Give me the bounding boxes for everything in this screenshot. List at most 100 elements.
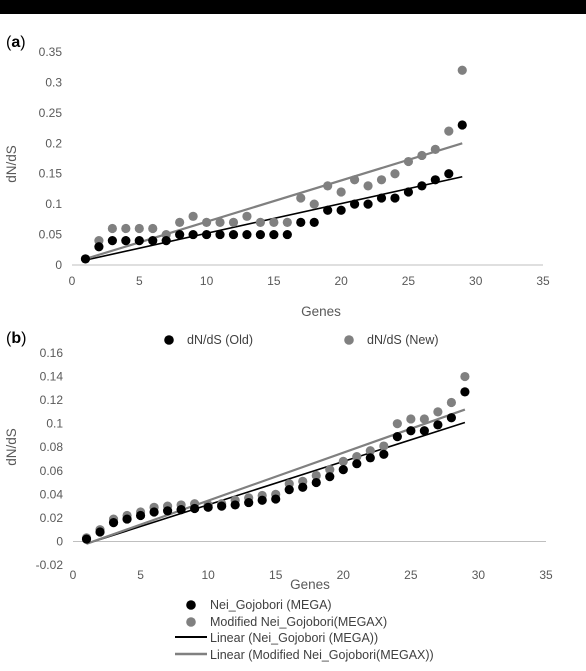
panel-a-point-series-1 [323, 205, 333, 215]
panel-a-point-series-1 [403, 187, 414, 197]
legend-marker-modified [186, 617, 196, 627]
legend-marker-nei [186, 600, 196, 610]
panel-a-point-series-1 [296, 217, 306, 227]
panel-b-x-tick-label: 10 [201, 568, 215, 582]
panel-a-point-series-1 [215, 229, 225, 240]
panel-b-point-series-1 [365, 453, 375, 463]
panel-a-x-axis-title: Genes [301, 304, 341, 319]
legend-label-old: dN/dS (Old) [187, 333, 253, 347]
panel-a-point-series-2 [336, 187, 346, 197]
panel-b-x-tick-label: 35 [539, 568, 553, 582]
panel-b-label: (b) [6, 330, 26, 347]
panel-a-x-tick-label: 35 [536, 274, 550, 288]
panel-a-y-axis-title: dN/dS [4, 145, 19, 183]
panel-b-y-tick-label: 0.14 [40, 370, 64, 384]
panel-b-point-series-1 [284, 485, 294, 495]
panel-b-point-series-1 [325, 472, 335, 482]
panel-b-point-series-2 [365, 446, 375, 456]
panel-a-y-tick-label: 0.3 [45, 75, 62, 89]
panel-b-point-series-2 [325, 465, 335, 475]
panel-b-point-series-1 [176, 505, 186, 515]
panel-b-x-tick-label: 15 [269, 568, 283, 582]
figure: (a) 0 5 10 15 20 25 30 3500.050.10.150.20.250.3… [4, 34, 553, 662]
legend-label-linear-nei: Linear (Nei_Gojobori (MEGA)) [210, 631, 378, 645]
panel-a-point-series-2 [457, 65, 467, 75]
panel-b-point-series-1 [257, 495, 267, 505]
panel-a-point-series-2 [282, 217, 292, 227]
panel-a-point-series-1 [148, 236, 158, 246]
panel-a-point-series-1 [94, 242, 104, 252]
panel-a-point-series-1 [161, 236, 171, 246]
panel-a-point-series-1 [175, 229, 185, 240]
panel-a-x-tick-label: 5 [136, 274, 143, 288]
panel-a-letter: a [11, 34, 20, 51]
panel-a-point-series-1 [430, 175, 440, 185]
legend-label-new: dN/dS (New) [367, 333, 439, 347]
panel-b-trendline-2 [86, 408, 466, 545]
panel-a-points [80, 65, 467, 264]
panel-a-point-series-2 [255, 217, 265, 227]
panel-a-point-series-2 [134, 223, 144, 234]
panel-a-x-tick-label: 0 [69, 274, 76, 288]
legend-label-nei: Nei_Gojobori (MEGA) [210, 598, 332, 612]
panel-b-point-series-1 [311, 477, 321, 488]
panel-b-point-series-1 [217, 501, 227, 511]
panel-b-point-series-1 [298, 482, 308, 492]
panel-a-point-series-1 [417, 181, 427, 191]
panel-b-point-series-1 [81, 534, 92, 544]
panel-b-y-tick-label: 0.02 [40, 511, 64, 525]
panel-b-y-tick-label: 0.12 [40, 393, 64, 407]
panel-a-point-series-2 [175, 217, 185, 227]
panel-b-point-series-1 [392, 432, 402, 442]
panel-b-trendlines [86, 408, 466, 545]
panel-b-point-series-1 [190, 503, 200, 514]
panel-b-point-series-1 [338, 465, 348, 475]
panel-b-letter: b [11, 330, 21, 347]
panel-a-point-series-2 [444, 126, 454, 136]
panel-b-point-series-1 [122, 514, 132, 524]
panel-a-y-tick-label: 0.05 [39, 228, 63, 242]
panel-a-y-tick-label: 0 [55, 258, 62, 272]
panel-a-point-series-2 [148, 223, 158, 234]
panel-b-point-series-1 [163, 506, 173, 516]
panel-b-point-series-1 [352, 459, 362, 469]
panel-b-point-series-2 [406, 414, 416, 424]
panel-a-point-series-2 [417, 150, 427, 161]
panel-a-point-series-1 [121, 236, 131, 246]
panel-b-point-series-1 [95, 527, 105, 537]
panel-b-point-series-1 [433, 420, 443, 430]
panel-a-x-tick-label: 10 [200, 274, 214, 288]
legend-marker-new [344, 335, 354, 345]
legend-marker-old [164, 335, 174, 345]
panel-b-ticks: 0 5 10 15 20 25 30 35 -0.02 0 0.02 0.04 0.06 0.08 0.1 0… [36, 346, 553, 582]
panel-a-point-series-2 [309, 199, 319, 209]
panel-b-chart: (b) 0 5 10 15 20 25 30 35 -0.02 0 0.02 0.04 0.06 0.08… [4, 330, 553, 662]
panel-a-y-tick-label: 0.1 [45, 197, 62, 211]
panel-a-point-series-1 [228, 229, 239, 240]
panel-a-point-series-1 [255, 229, 265, 240]
panel-b-y-tick-label: -0.02 [36, 558, 64, 572]
panel-b-y-axis-title: dN/dS [4, 428, 19, 466]
panel-a-point-series-2 [242, 211, 252, 221]
legend-label-linear-modified: Linear (Modified Nei_Gojobori(MEGAX)) [210, 648, 434, 662]
panel-a-point-series-1 [376, 193, 387, 203]
panel-a-point-series-1 [242, 229, 252, 240]
panel-b-point-series-2 [419, 414, 429, 424]
panel-b-point-series-2 [433, 407, 443, 417]
panel-b-point-series-2 [311, 470, 321, 481]
panel-a-point-series-2 [201, 217, 212, 227]
panel-b-x-tick-label: 30 [472, 568, 486, 582]
panel-b-trendline-1 [86, 421, 466, 545]
panel-b-point-series-2 [446, 397, 456, 408]
panel-b-y-tick-label: 0.16 [40, 346, 64, 360]
panel-b-y-tick-label: 0.1 [46, 417, 63, 431]
panel-a-label: (a) [6, 34, 26, 51]
panel-a-point-series-2 [107, 223, 117, 234]
panel-b-point-series-1 [406, 426, 416, 436]
panel-a-y-tick-label: 0.25 [39, 106, 63, 120]
legend-label-modified: Modified Nei_Gojobori(MEGAX) [210, 615, 387, 629]
panel-a-point-series-1 [282, 229, 292, 240]
panel-a-x-tick-label: 15 [267, 274, 281, 288]
panel-a-point-series-2 [376, 175, 387, 185]
panel-a-point-series-1 [363, 199, 373, 209]
